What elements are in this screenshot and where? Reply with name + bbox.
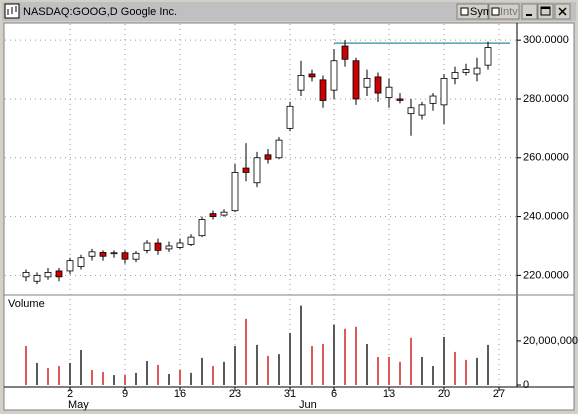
candle-body bbox=[396, 98, 404, 101]
candle-body bbox=[275, 139, 283, 159]
y-tick-label: 280.0000 bbox=[523, 93, 569, 105]
candle-body bbox=[132, 252, 140, 260]
candle-body bbox=[165, 245, 173, 250]
sym-icon bbox=[460, 7, 469, 16]
candle-body bbox=[308, 73, 316, 78]
candle-body bbox=[242, 167, 250, 173]
y-tick-label: 0 bbox=[523, 379, 529, 391]
candle-body bbox=[154, 242, 162, 251]
candle-body bbox=[462, 69, 470, 73]
candle-body bbox=[297, 75, 305, 91]
candle-body bbox=[484, 47, 492, 66]
candle-body bbox=[341, 45, 349, 60]
candle-body bbox=[209, 213, 217, 217]
candle-body bbox=[385, 86, 393, 98]
intv-label[interactable]: Intv bbox=[500, 6, 518, 18]
x-tick-label: 9 bbox=[122, 388, 128, 400]
candle-body bbox=[33, 274, 41, 282]
panel-title: Volume bbox=[8, 298, 45, 310]
candle-body bbox=[374, 76, 382, 94]
candle-body bbox=[22, 272, 30, 278]
candle-body bbox=[407, 107, 415, 115]
candle-body bbox=[253, 157, 261, 184]
y-tick-label: 260.0000 bbox=[523, 152, 569, 164]
maximize-button[interactable] bbox=[537, 3, 554, 20]
x-tick-label: 23 bbox=[229, 388, 241, 400]
candle-body bbox=[286, 105, 294, 129]
x-tick-label: 20 bbox=[438, 388, 450, 400]
candle-body bbox=[473, 67, 481, 75]
candle-body bbox=[143, 242, 151, 251]
candle-body bbox=[319, 79, 327, 101]
candle-body bbox=[77, 257, 85, 267]
x-tick-label: 31 bbox=[284, 388, 296, 400]
candle-body bbox=[352, 60, 360, 100]
sym-label[interactable]: Sym bbox=[470, 6, 492, 18]
x-tick-label: 27 bbox=[493, 388, 505, 400]
candle-body bbox=[264, 154, 272, 160]
candle-body bbox=[429, 95, 437, 104]
y-tick-label: 300.0000 bbox=[523, 34, 569, 46]
candle-body bbox=[66, 260, 74, 272]
candle-body bbox=[99, 252, 107, 257]
candle-body bbox=[176, 242, 184, 248]
candle-body bbox=[187, 236, 195, 245]
month-label: Jun bbox=[299, 399, 317, 411]
close-button[interactable] bbox=[554, 3, 571, 20]
candle-body bbox=[220, 211, 228, 216]
candle-body bbox=[440, 77, 448, 106]
month-label: May bbox=[68, 399, 89, 411]
x-tick-label: 2 bbox=[67, 388, 73, 400]
candle-body bbox=[55, 270, 63, 278]
x-tick-label: 13 bbox=[383, 388, 395, 400]
x-tick-label: 16 bbox=[174, 388, 186, 400]
candle-body bbox=[330, 60, 338, 91]
y-tick-label: 220.0000 bbox=[523, 269, 569, 281]
candle-body bbox=[231, 172, 239, 212]
candle-body bbox=[121, 252, 129, 260]
candle-body bbox=[198, 219, 206, 237]
window-title: NASDAQ:GOOG,D Google Inc. bbox=[23, 6, 177, 18]
x-tick-label: 6 bbox=[331, 388, 337, 400]
candle-body bbox=[44, 272, 52, 278]
intv-icon bbox=[491, 7, 500, 16]
minimize-button[interactable] bbox=[521, 3, 538, 20]
app-icon bbox=[4, 3, 20, 19]
candle-body bbox=[418, 104, 426, 116]
y-tick-label: 20,000,000 bbox=[523, 335, 578, 347]
candle-body bbox=[451, 72, 459, 79]
candle-body bbox=[110, 252, 118, 255]
title-bar bbox=[2, 2, 576, 21]
y-tick-label: 240.0000 bbox=[523, 210, 569, 222]
candle-body bbox=[88, 251, 96, 257]
chart-area bbox=[3, 22, 575, 411]
candle-body bbox=[363, 77, 371, 88]
